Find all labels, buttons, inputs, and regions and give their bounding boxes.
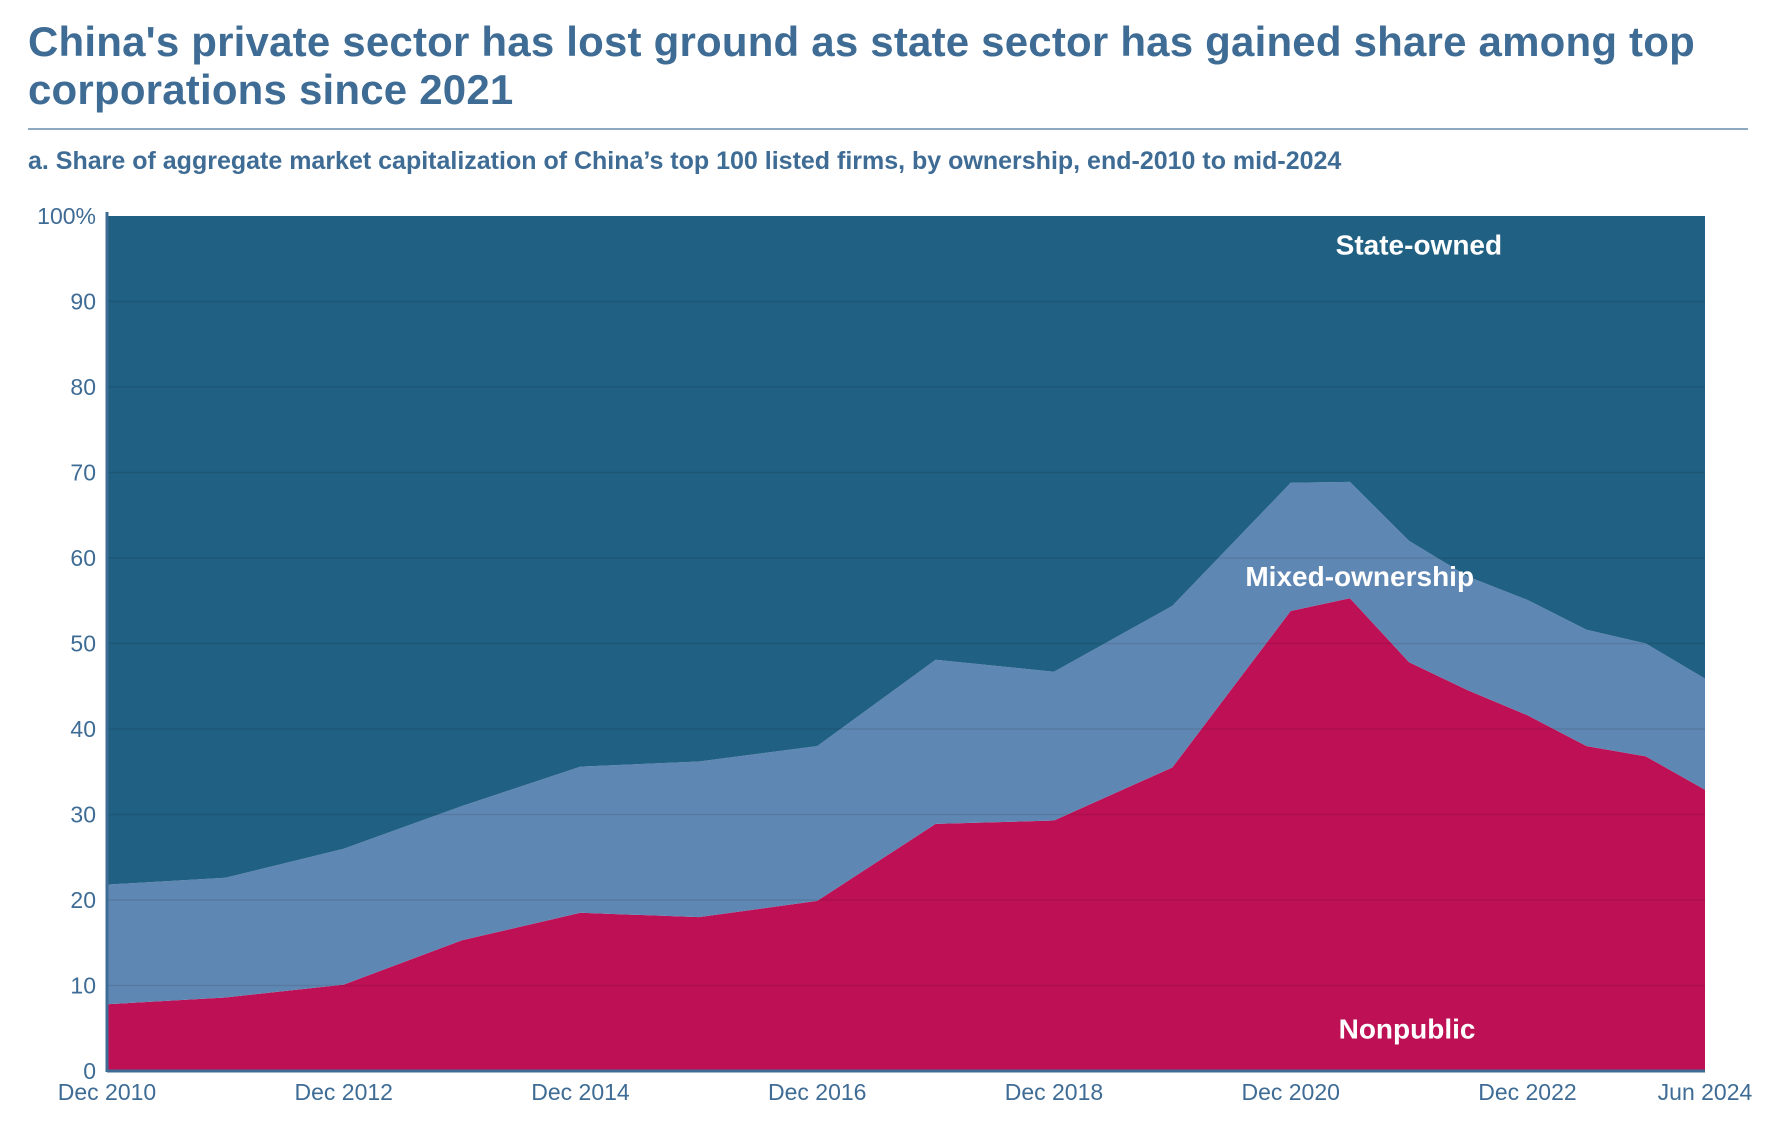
x-tick-label: Dec 2014 (531, 1079, 630, 1105)
y-tick-label: 50 (70, 631, 96, 657)
y-tick-label: 70 (70, 460, 96, 486)
y-tick-label: 30 (70, 802, 96, 828)
x-tick-label: Dec 2018 (1005, 1079, 1103, 1105)
state-owned-area (107, 216, 1705, 885)
nonpublic-label: Nonpublic (1339, 1014, 1476, 1045)
mixed-ownership-area (107, 481, 1705, 1005)
gridlines-group (107, 300, 1705, 987)
y-tick-label: 0 (83, 1058, 96, 1084)
nonpublic-area (107, 598, 1705, 1071)
axes-group (105, 212, 1705, 1073)
tick-labels-group: 0 10 20 30 40 50 60 70 80 90 100% Dec 2010 Dec 2012 D… (37, 203, 1752, 1105)
x-tick-label: Dec 2016 (768, 1079, 866, 1105)
area-series-group (107, 216, 1705, 1071)
title-divider (28, 128, 1748, 130)
y-tick-label: 60 (70, 545, 96, 571)
x-tick-label: Jun 2024 (1658, 1079, 1753, 1105)
x-tick-label: Dec 2020 (1241, 1079, 1339, 1105)
state-owned-label: State-owned (1336, 229, 1502, 260)
x-tick-label: Dec 2010 (58, 1079, 156, 1105)
x-tick-label: Dec 2012 (295, 1079, 393, 1105)
y-tick-label: 90 (70, 289, 96, 315)
y-tick-label: 10 (70, 973, 96, 999)
chart-title: China's private sector has lost ground a… (28, 18, 1695, 113)
y-tick-label: 40 (70, 716, 96, 742)
mixed-ownership-label: Mixed-ownership (1245, 561, 1474, 592)
y-tick-label: 80 (70, 374, 96, 400)
chart-subtitle: a. Share of aggregate market capitalizat… (28, 147, 1342, 175)
x-tick-label: Dec 2022 (1478, 1079, 1576, 1105)
y-tick-label: 100% (37, 203, 96, 229)
series-labels-group: State-owned Mixed-ownership Nonpublic (1245, 229, 1502, 1044)
y-tick-label: 20 (70, 887, 96, 913)
